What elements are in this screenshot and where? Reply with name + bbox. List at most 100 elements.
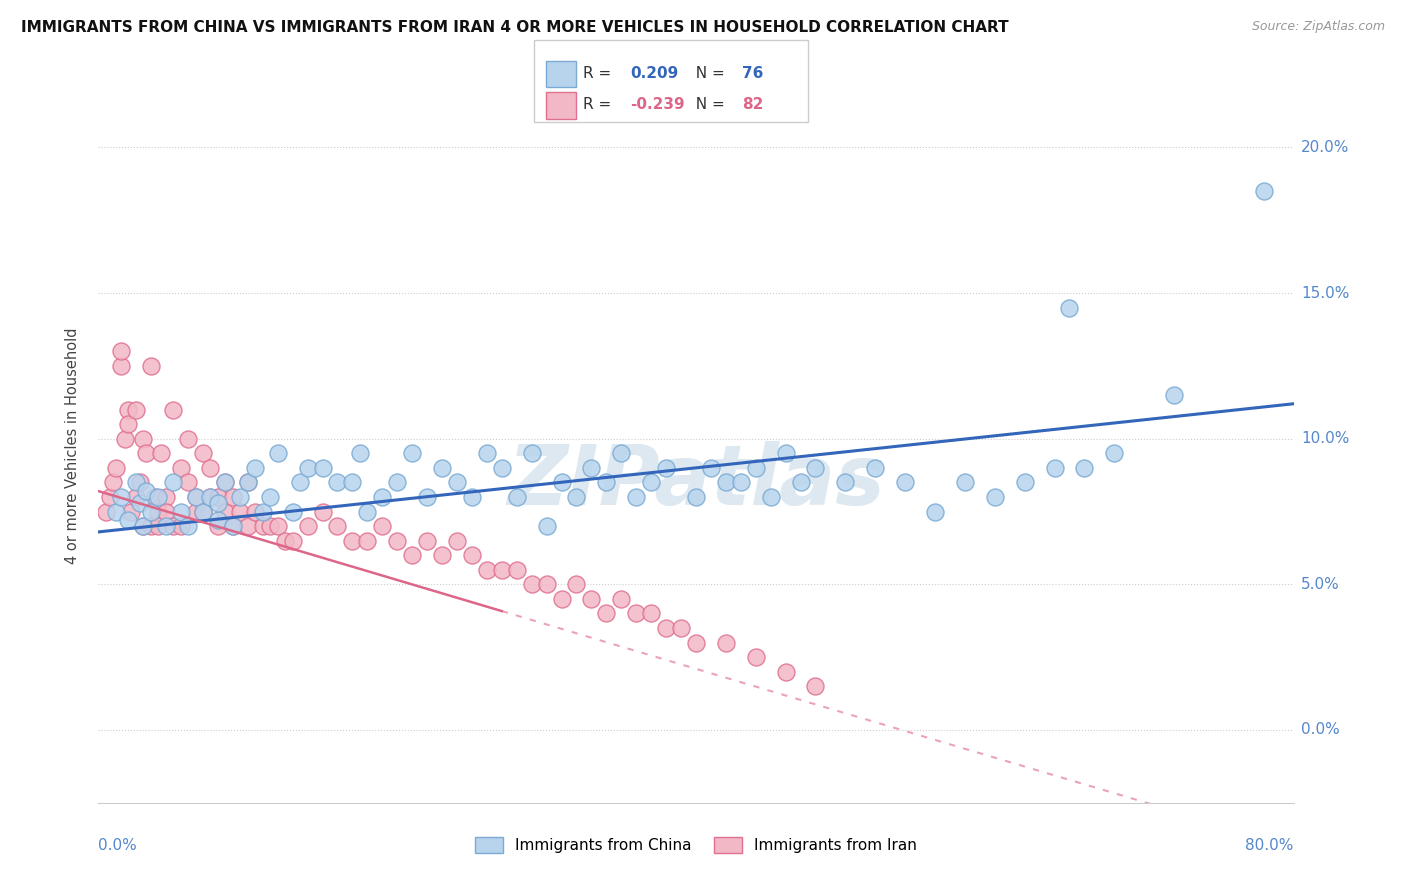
Point <box>252 519 274 533</box>
Text: R =: R = <box>583 66 617 80</box>
Point <box>685 490 707 504</box>
Point <box>506 490 529 504</box>
Point <box>416 490 439 504</box>
Point <box>1253 184 1275 198</box>
Text: 0.209: 0.209 <box>630 66 678 80</box>
Point <box>685 635 707 649</box>
Point <box>214 475 236 490</box>
Point <box>132 432 155 446</box>
Point <box>191 504 214 518</box>
Point <box>184 490 207 504</box>
Point <box>730 475 752 490</box>
Point <box>155 504 177 518</box>
Point <box>222 490 245 504</box>
Point <box>506 563 529 577</box>
Point <box>222 519 245 533</box>
Point <box>461 490 484 504</box>
Point <box>924 504 946 518</box>
Point <box>804 679 827 693</box>
Point <box>150 446 173 460</box>
Point <box>581 460 603 475</box>
Point <box>139 359 162 373</box>
Point <box>200 460 222 475</box>
Point <box>475 563 498 577</box>
Point <box>626 490 648 504</box>
Point <box>110 344 132 359</box>
Point <box>745 650 768 665</box>
Point <box>207 496 229 510</box>
Point <box>139 519 162 533</box>
Text: 5.0%: 5.0% <box>1301 577 1340 592</box>
Point <box>371 519 394 533</box>
Point <box>110 490 132 504</box>
Point <box>714 475 737 490</box>
Y-axis label: 4 or more Vehicles in Household: 4 or more Vehicles in Household <box>65 327 80 565</box>
Point <box>326 475 349 490</box>
Point <box>446 533 468 548</box>
Point <box>177 519 200 533</box>
Point <box>520 577 543 591</box>
Point <box>655 460 678 475</box>
Point <box>430 548 453 562</box>
Point <box>117 417 139 432</box>
Point <box>775 665 797 679</box>
Point <box>385 533 409 548</box>
Text: R =: R = <box>583 97 617 112</box>
Point <box>356 533 378 548</box>
Point <box>430 460 453 475</box>
Point <box>297 460 319 475</box>
Point <box>110 359 132 373</box>
Point <box>135 484 157 499</box>
Point <box>550 475 572 490</box>
Point <box>200 490 222 504</box>
Point <box>775 446 797 460</box>
Point <box>155 519 177 533</box>
Point <box>984 490 1007 504</box>
Point <box>789 475 811 490</box>
Point <box>640 607 662 621</box>
Point <box>120 504 142 518</box>
Point <box>132 519 155 533</box>
Point <box>98 490 122 504</box>
Point <box>236 519 259 533</box>
Point <box>349 446 371 460</box>
Point <box>162 402 184 417</box>
Point <box>207 513 229 527</box>
Point <box>236 475 259 490</box>
Point <box>281 533 304 548</box>
Point <box>894 475 917 490</box>
Point <box>745 460 768 475</box>
Text: 20.0%: 20.0% <box>1301 140 1350 155</box>
Point <box>865 460 887 475</box>
Text: N =: N = <box>686 97 730 112</box>
Point <box>371 490 394 504</box>
Point <box>520 446 543 460</box>
Point <box>1163 388 1185 402</box>
Point <box>135 446 157 460</box>
Point <box>401 446 423 460</box>
Point <box>148 519 170 533</box>
Point <box>1014 475 1036 490</box>
Point <box>700 460 723 475</box>
Point <box>267 446 290 460</box>
Point <box>105 460 128 475</box>
Point <box>385 475 409 490</box>
Text: 0.0%: 0.0% <box>1301 723 1340 738</box>
Text: 0.0%: 0.0% <box>98 838 138 854</box>
Point <box>804 460 827 475</box>
Point <box>236 475 259 490</box>
Point <box>536 577 558 591</box>
Point <box>162 519 184 533</box>
Point <box>595 475 617 490</box>
Point <box>326 519 349 533</box>
Point <box>200 490 222 504</box>
Point <box>214 475 236 490</box>
Point <box>191 446 214 460</box>
Point <box>139 504 162 518</box>
Point <box>565 490 588 504</box>
Point <box>536 519 558 533</box>
Point <box>297 519 319 533</box>
Point <box>229 504 252 518</box>
Point <box>169 504 191 518</box>
Point <box>953 475 976 490</box>
